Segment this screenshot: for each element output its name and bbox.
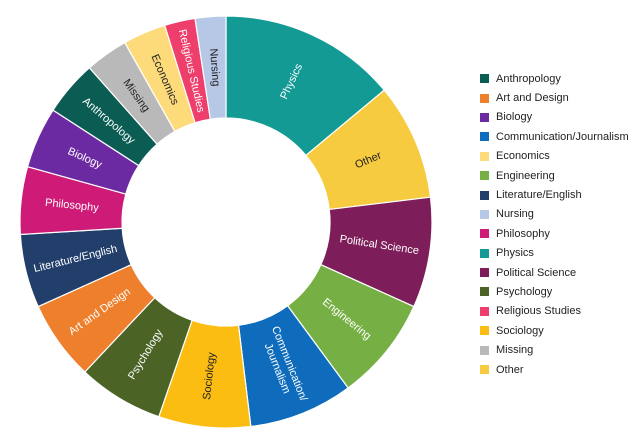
legend-label: Other (496, 363, 524, 376)
legend-swatch (480, 132, 489, 142)
legend-label: Psychology (496, 285, 553, 298)
legend-swatch (480, 209, 489, 219)
slice-nursing[interactable] (194, 15, 227, 120)
legend-swatch (480, 287, 489, 297)
legend-item-political-science[interactable]: Political Science (480, 263, 629, 282)
legend-label: Nursing (496, 208, 534, 221)
legend-item-economics[interactable]: Economics (480, 147, 629, 166)
donut-slices (19, 15, 433, 429)
legend-item-engineering[interactable]: Engineering (480, 166, 629, 185)
legend-item-literature-english[interactable]: Literature/English (480, 185, 629, 204)
legend-label: Religious Studies (496, 305, 581, 318)
legend-swatch (480, 326, 489, 336)
legend-item-philosophy[interactable]: Philosophy (480, 224, 629, 243)
legend-item-other[interactable]: Other (480, 360, 629, 379)
legend-item-art-and-design[interactable]: Art and Design (480, 88, 629, 107)
legend-label: Missing (496, 344, 534, 357)
legend-swatch (480, 151, 489, 161)
legend-swatch (480, 365, 489, 375)
legend-swatch (480, 171, 489, 181)
legend-label: Sociology (496, 324, 544, 337)
legend-item-psychology[interactable]: Psychology (480, 282, 629, 301)
legend-label: Biology (496, 111, 533, 124)
legend-item-physics[interactable]: Physics (480, 244, 629, 263)
legend-swatch (480, 248, 489, 258)
legend-label: Physics (496, 247, 534, 260)
legend-label: Political Science (496, 266, 577, 279)
legend-item-sociology[interactable]: Sociology (480, 321, 629, 340)
legend-label: Economics (496, 150, 550, 163)
legend-item-nursing[interactable]: Nursing (480, 205, 629, 224)
legend-item-missing[interactable]: Missing (480, 340, 629, 359)
slice-label-sociology: Sociology (201, 351, 218, 400)
legend-item-anthropology[interactable]: Anthropology (480, 69, 629, 88)
legend-label: Literature/English (496, 189, 582, 202)
legend-swatch (480, 229, 489, 239)
legend-swatch (480, 190, 489, 200)
legend-swatch (480, 345, 489, 355)
legend-swatch (480, 268, 489, 278)
legend-swatch (480, 306, 489, 316)
legend-label: Engineering (496, 169, 555, 182)
legend-item-communication-journalism[interactable]: Communication/Journalism (480, 127, 629, 146)
legend-label: Anthropology (496, 72, 561, 85)
slice-label-philosophy: Philosophy (44, 197, 99, 215)
slice-label-nursing: Nursing (207, 48, 222, 87)
legend-label: Philosophy (496, 227, 550, 240)
slice-physics[interactable] (225, 15, 386, 157)
legend-swatch (480, 74, 489, 84)
legend-swatch (480, 93, 489, 103)
legend-label: Communication/Journalism (496, 130, 629, 143)
legend-label: Art and Design (496, 92, 569, 105)
legend-swatch (480, 112, 489, 122)
legend-item-religious-studies[interactable]: Religious Studies (480, 302, 629, 321)
legend: Anthropology Art and Design Biology Comm… (480, 69, 629, 379)
legend-item-biology[interactable]: Biology (480, 108, 629, 127)
